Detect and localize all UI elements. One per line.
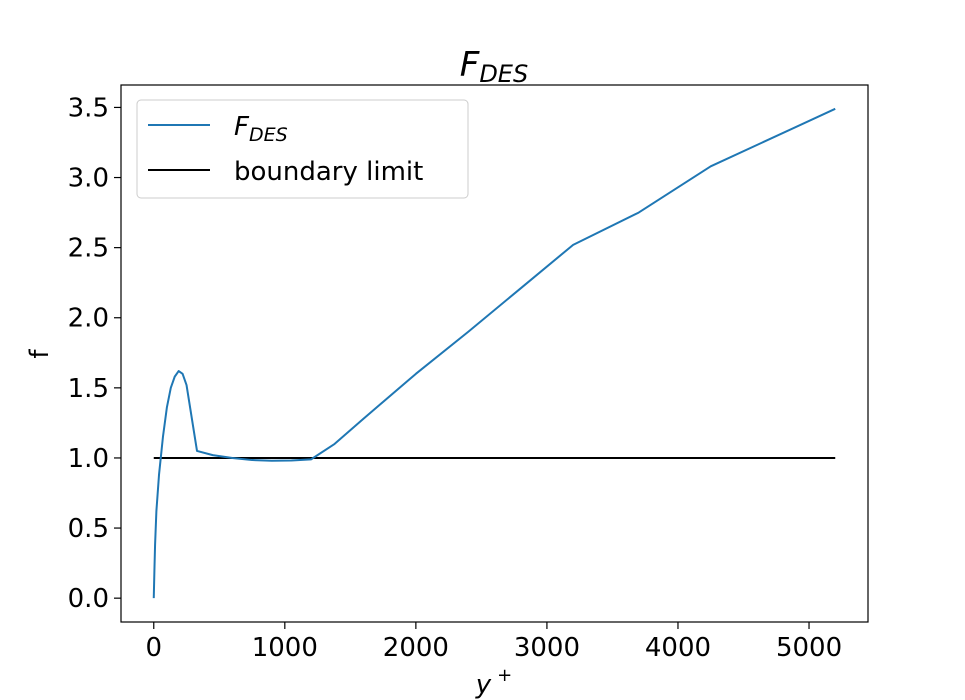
y-tick-label: 2.5 [68, 234, 109, 264]
x-tick-label: 4000 [645, 633, 711, 663]
legend-label-boundary-limit: boundary limit [234, 157, 423, 187]
legend: FDES boundary limit [136, 99, 469, 199]
x-tick-label: 3000 [514, 633, 580, 663]
axes-frame [120, 84, 869, 623]
chart-title: FDES [460, 45, 528, 88]
x-tick-label: 0 [145, 633, 162, 663]
x-tick-label: 2000 [383, 633, 449, 663]
y-tick-label: 0.0 [68, 584, 109, 614]
legend-box [136, 99, 469, 199]
y-tick-label: 1.5 [68, 374, 109, 404]
y-tick-label: 2.0 [68, 304, 109, 334]
legend-label-fdes: FDES [234, 112, 288, 146]
x-axis: 0 1000 2000 3000 4000 5000 [145, 622, 842, 663]
series-line-fdes [152, 107, 836, 599]
x-axis-title: y + [475, 665, 512, 700]
y-tick-label: 3.0 [68, 164, 109, 194]
plot-area [152, 107, 836, 599]
x-tick-label: 5000 [776, 633, 842, 663]
y-tick-label: 1.0 [68, 444, 109, 474]
x-tick-label: 1000 [252, 633, 318, 663]
y-tick-label: 0.5 [68, 514, 109, 544]
y-tick-label: 3.5 [68, 93, 109, 123]
y-axis: 0.0 0.5 1.0 1.5 2.0 2.5 3.0 3.5 [68, 93, 121, 614]
y-axis-title: f [25, 349, 55, 359]
